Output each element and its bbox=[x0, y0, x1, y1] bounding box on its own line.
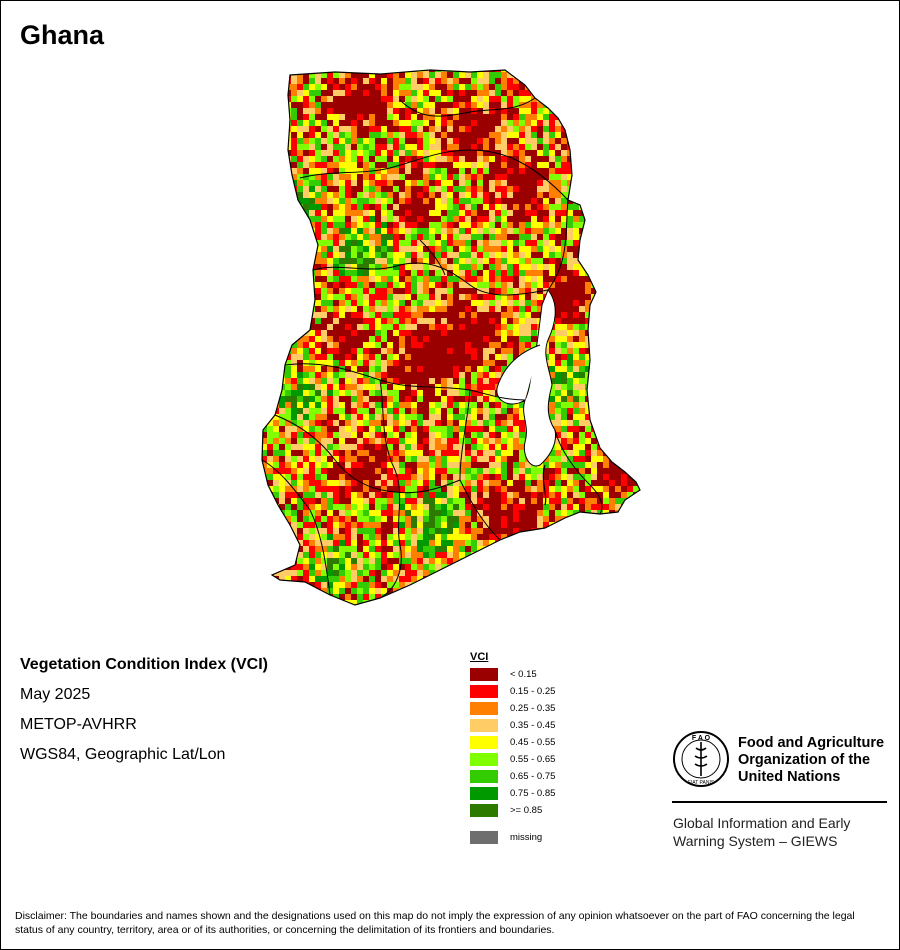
map-projection: WGS84, Geographic Lat/Lon bbox=[20, 746, 226, 763]
fao-name-line3: United Nations bbox=[738, 769, 841, 785]
fao-logo-letters: F A O bbox=[692, 735, 711, 742]
map-sensor: METOP-AVHRR bbox=[20, 716, 137, 733]
legend: VCI < 0.15 0.15 - 0.25 0.25 - 0.35 0.35 - 0… bbox=[470, 651, 555, 846]
legend-swatch bbox=[470, 804, 498, 817]
fao-name-line1: Food and Agriculture bbox=[738, 735, 885, 751]
country-title: Ghana bbox=[20, 20, 105, 50]
legend-label: 0.75 - 0.85 bbox=[510, 788, 556, 799]
legend-item: 0.75 - 0.85 bbox=[470, 785, 555, 802]
legend-item-missing: missing bbox=[470, 829, 555, 846]
legend-swatch bbox=[470, 719, 498, 732]
lake-volta bbox=[496, 289, 557, 506]
legend-item: 0.55 - 0.65 bbox=[470, 751, 555, 768]
giews-name: Global Information and Early Warning Sys… bbox=[673, 814, 850, 850]
map-info-block: Vegetation Condition Index (VCI) May 202… bbox=[20, 655, 268, 775]
legend-item: 0.25 - 0.35 bbox=[470, 700, 555, 717]
legend-label: 0.55 - 0.65 bbox=[510, 754, 556, 765]
giews-line2: Warning System – GIEWS bbox=[673, 833, 838, 849]
legend-label: 0.45 - 0.55 bbox=[510, 737, 556, 748]
legend-label: 0.15 - 0.25 bbox=[510, 686, 556, 697]
legend-label: >= 0.85 bbox=[510, 805, 543, 816]
legend-swatch bbox=[470, 753, 498, 766]
legend-item: 0.35 - 0.45 bbox=[470, 717, 555, 734]
legend-item: 0.45 - 0.55 bbox=[470, 734, 555, 751]
map-period: May 2025 bbox=[20, 686, 91, 703]
legend-swatch bbox=[470, 770, 498, 783]
disclaimer: Disclaimer: The boundaries and names sho… bbox=[15, 910, 855, 936]
fao-logo-motto: FIAT PANIS bbox=[688, 780, 715, 786]
fao-name: Food and Agriculture Organization of the… bbox=[738, 735, 898, 786]
legend-item: 0.65 - 0.75 bbox=[470, 768, 555, 785]
divider bbox=[672, 801, 887, 803]
fao-name-line2: Organization of the bbox=[738, 752, 871, 768]
legend-item: 0.15 - 0.25 bbox=[470, 683, 555, 700]
legend-label: 0.35 - 0.45 bbox=[510, 720, 556, 731]
vci-map bbox=[261, 69, 641, 606]
vci-raster bbox=[262, 70, 640, 605]
legend-swatch bbox=[470, 685, 498, 698]
legend-label: 0.25 - 0.35 bbox=[510, 703, 556, 714]
legend-swatch-missing bbox=[470, 831, 498, 844]
legend-swatch bbox=[470, 736, 498, 749]
legend-swatch bbox=[470, 702, 498, 715]
legend-label: < 0.15 bbox=[510, 669, 537, 680]
fao-logo-icon: F A O FIAT PANIS bbox=[673, 731, 729, 787]
index-title: Vegetation Condition Index (VCI) bbox=[20, 656, 268, 673]
legend-swatch bbox=[470, 668, 498, 681]
legend-classes: < 0.15 0.15 - 0.25 0.25 - 0.35 0.35 - 0.45 0… bbox=[470, 666, 555, 819]
legend-label-missing: missing bbox=[510, 832, 543, 843]
legend-item: < 0.15 bbox=[470, 666, 555, 683]
legend-swatch bbox=[470, 787, 498, 800]
legend-item: >= 0.85 bbox=[470, 802, 555, 819]
giews-line1: Global Information and Early bbox=[673, 815, 851, 831]
region-boundaries bbox=[261, 97, 603, 599]
legend-title: VCI bbox=[470, 651, 489, 663]
legend-label: 0.65 - 0.75 bbox=[510, 771, 556, 782]
